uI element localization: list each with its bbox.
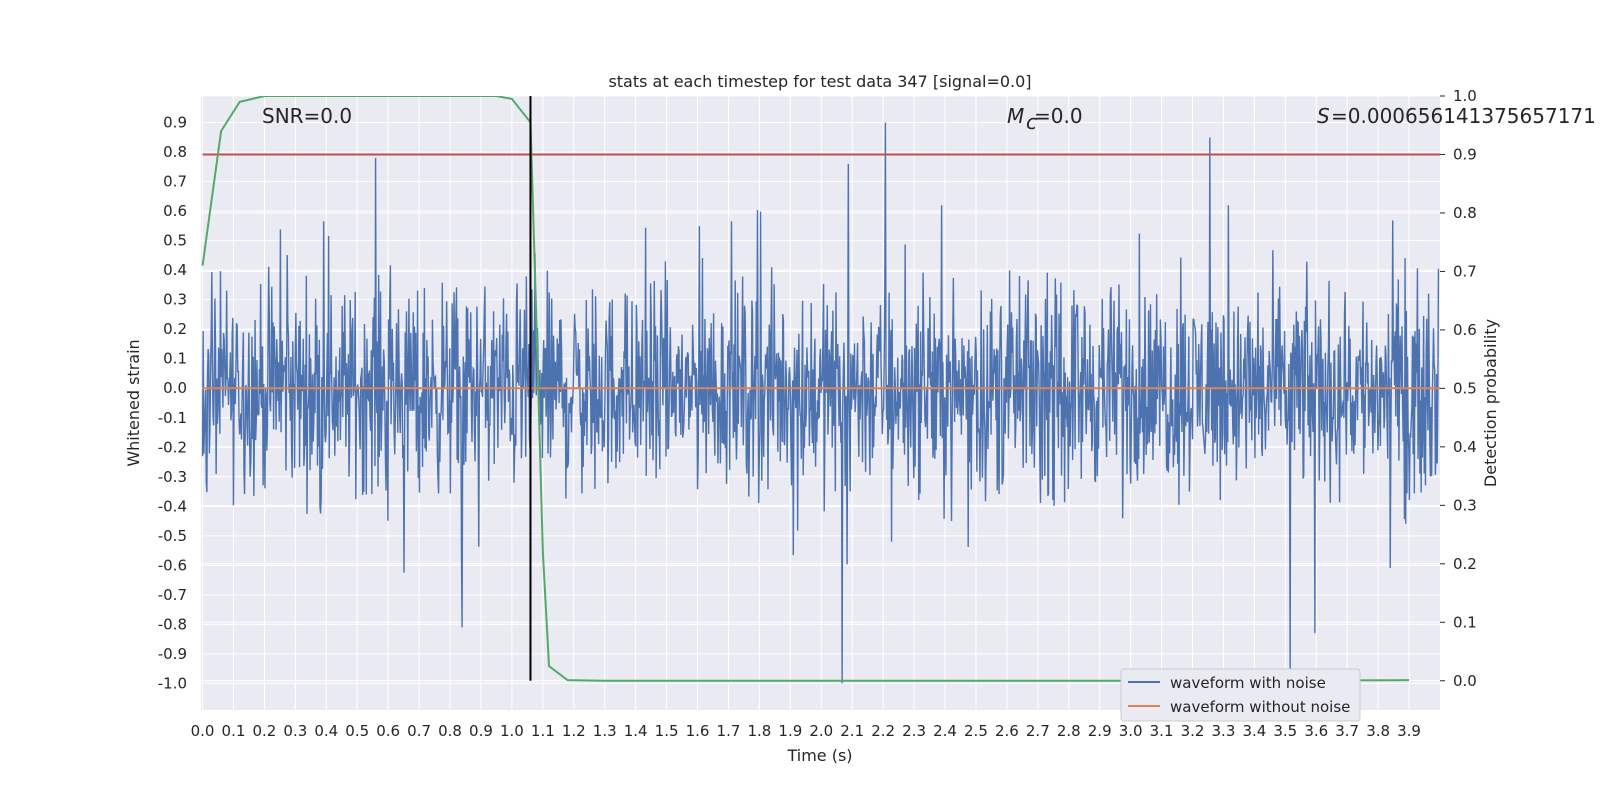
- y2-tick-label: 0.9: [1453, 145, 1477, 163]
- x-tick-label: 1.7: [717, 722, 741, 740]
- y2-tick-label: 0.7: [1453, 262, 1477, 280]
- x-tick-label: 1.6: [686, 722, 710, 740]
- x-tick-label: 0.7: [407, 722, 431, 740]
- y2-tick-label: 0.2: [1453, 555, 1477, 573]
- x-tick-label: 0.0: [191, 722, 215, 740]
- x-tick-label: 2.1: [840, 722, 864, 740]
- x-tick-label: 0.6: [376, 722, 400, 740]
- x-tick-label: 3.7: [1335, 722, 1359, 740]
- x-tick-label: 2.3: [902, 722, 926, 740]
- s-annotation-value: =0.000656141375657171: [1331, 104, 1596, 128]
- snr-annotation: SNR=0.0: [262, 104, 352, 128]
- y2-axis-label: Detection probability: [1481, 319, 1500, 487]
- y2-tick-label: 0.3: [1453, 496, 1477, 514]
- ticks: 0.0 0.1 0.2 0.3 0.4 0.5 0.6 0.7 0.8 0.9 1.0 1.1 1.2 1…: [158, 87, 1477, 740]
- y-tick-label: 0.5: [163, 232, 187, 250]
- y-tick-label: 0.0: [163, 379, 187, 397]
- x-tick-label: 2.8: [1057, 722, 1081, 740]
- x-tick-label: 0.8: [438, 722, 462, 740]
- x-tick-label: 2.9: [1088, 722, 1112, 740]
- x-tick-label: 0.3: [283, 722, 307, 740]
- y2-tick-label: 0.8: [1453, 204, 1477, 222]
- svg-text:S: S: [1317, 104, 1330, 128]
- s-annotation: S =0.000656141375657171: [1317, 104, 1596, 128]
- svg-text:M: M: [1007, 104, 1024, 128]
- x-tick-label: 2.0: [809, 722, 833, 740]
- legend-label-noise: waveform with noise: [1170, 674, 1326, 692]
- y-axis-label: Whitened strain: [124, 339, 143, 466]
- y-tick-label: 0.2: [163, 320, 187, 338]
- legend-label-clean: waveform without noise: [1170, 698, 1350, 716]
- x-tick-label: 1.5: [655, 722, 679, 740]
- y-tick-label: 0.6: [163, 202, 187, 220]
- x-tick-label: 0.2: [252, 722, 276, 740]
- svg-text:c: c: [1026, 110, 1037, 134]
- y-tick-label: 0.3: [163, 291, 187, 309]
- x-tick-label: 3.0: [1119, 722, 1143, 740]
- y-tick-label: 0.1: [163, 350, 187, 368]
- x-tick-label: 3.3: [1212, 722, 1236, 740]
- y2-tick-label: 1.0: [1453, 87, 1477, 105]
- series-noise-line: [201, 122, 1440, 684]
- x-tick-label: 2.7: [1026, 722, 1050, 740]
- x-tick-label: 2.4: [933, 722, 957, 740]
- chart-title: stats at each timestep for test data 347…: [608, 72, 1031, 91]
- x-tick-label: 2.6: [995, 722, 1019, 740]
- y-tick-label: -0.1: [158, 409, 187, 427]
- mc-annotation: M c =0.0: [1007, 104, 1083, 134]
- y2-tick-label: 0.4: [1453, 438, 1477, 456]
- x-tick-label: 3.1: [1150, 722, 1174, 740]
- y2-tick-label: 0.6: [1453, 321, 1477, 339]
- y-tick-label: -0.8: [158, 615, 187, 633]
- x-tick-label: 3.6: [1304, 722, 1328, 740]
- y2-tick-label: 0.5: [1453, 379, 1477, 397]
- x-tick-label: 2.2: [871, 722, 895, 740]
- x-tick-label: 1.3: [593, 722, 617, 740]
- grid: [201, 95, 1440, 710]
- y-tick-label: 0.8: [163, 143, 187, 161]
- mc-annotation-value: =0.0: [1034, 104, 1083, 128]
- legend-box: [1120, 668, 1361, 722]
- legend: waveform with noise waveform without noi…: [1120, 668, 1361, 722]
- x-tick-label: 0.5: [345, 722, 369, 740]
- x-tick-label: 2.5: [964, 722, 988, 740]
- x-tick-label: 0.4: [314, 722, 338, 740]
- x-tick-label: 1.9: [778, 722, 802, 740]
- x-tick-label: 1.8: [747, 722, 771, 740]
- y-tick-label: -0.9: [158, 645, 187, 663]
- x-tick-label: 1.1: [531, 722, 555, 740]
- x-tick-label: 1.2: [562, 722, 586, 740]
- x-tick-label: 3.8: [1366, 722, 1390, 740]
- y-tick-label: -1.0: [158, 674, 187, 692]
- x-tick-label: 1.0: [500, 722, 524, 740]
- y-tick-label: -0.4: [158, 497, 187, 515]
- series-probability-line: [201, 96, 1410, 682]
- x-tick-label: 1.4: [624, 722, 648, 740]
- x-tick-label: 3.5: [1273, 722, 1297, 740]
- y-tick-label: -0.7: [158, 586, 187, 604]
- y-tick-label: -0.2: [158, 438, 187, 456]
- series-layer: [201, 96, 1440, 684]
- y2-tick-label: 0.0: [1453, 672, 1477, 690]
- x-tick-label: 0.1: [222, 722, 246, 740]
- x-tick-label: 3.4: [1242, 722, 1266, 740]
- y-tick-label: 0.4: [163, 261, 187, 279]
- x-tick-label: 0.9: [469, 722, 493, 740]
- y-tick-label: -0.3: [158, 468, 187, 486]
- x-tick-label: 3.2: [1181, 722, 1205, 740]
- y-tick-label: 0.7: [163, 173, 187, 191]
- y2-tick-label: 0.1: [1453, 613, 1477, 631]
- y-tick-label: -0.5: [158, 527, 187, 545]
- x-axis-label: Time (s): [786, 746, 852, 765]
- x-tick-label: 3.9: [1397, 722, 1421, 740]
- y-tick-label: 0.9: [163, 114, 187, 132]
- y-tick-label: -0.6: [158, 556, 187, 574]
